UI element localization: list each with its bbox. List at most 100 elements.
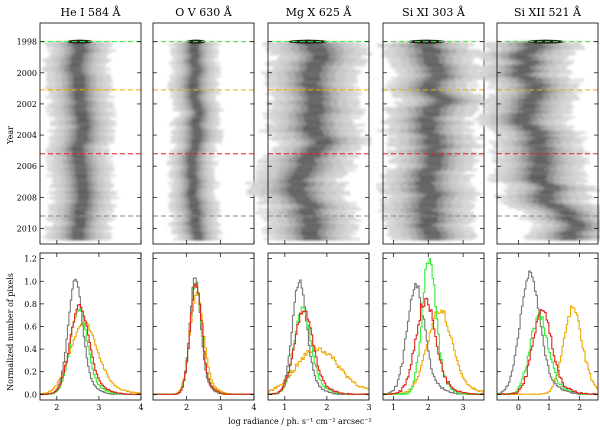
heatmap-cell — [301, 226, 320, 230]
heatmap-cell — [307, 99, 324, 103]
heatmap-cell — [188, 181, 199, 185]
heatmap-cell — [190, 228, 200, 231]
heatmap-cell — [303, 125, 321, 129]
heatmap-cell — [74, 207, 87, 211]
heatmap-cell — [528, 168, 545, 172]
heatmap-cell — [288, 193, 309, 196]
heatmap-cell — [189, 166, 198, 170]
heatmap-cell — [187, 170, 196, 173]
heatmap-cell — [526, 95, 544, 99]
heatmap-cell — [516, 116, 536, 119]
heatmap-cell — [311, 56, 328, 60]
heatmap-cell — [414, 45, 433, 48]
heatmap-cell — [190, 56, 200, 60]
heatmap-cell — [306, 122, 322, 125]
heatmap-cell — [532, 170, 550, 173]
heatmap-cell — [539, 183, 555, 187]
heatmap-cell — [301, 234, 317, 237]
heatmap-cell — [563, 235, 583, 239]
top-panel-frame — [382, 22, 485, 245]
heatmap — [375, 41, 494, 241]
heatmap-cell — [418, 54, 436, 58]
heatmap-cell — [302, 77, 321, 80]
heatmap-cell — [75, 129, 89, 132]
heatmap-cell — [423, 110, 441, 114]
heatmap-cell — [72, 237, 85, 241]
heatmap-cell — [188, 191, 197, 194]
x-tick-label: 3 — [366, 403, 371, 412]
heatmap-cell — [427, 94, 445, 97]
heatmap-cell — [188, 84, 198, 88]
x-tick-label: 3 — [461, 403, 466, 412]
heatmap-cell — [190, 92, 201, 95]
x-tick-label: 2 — [324, 403, 329, 412]
heatmap-cell — [415, 43, 435, 46]
heatmap-cell — [539, 198, 556, 202]
heatmap-cell — [73, 94, 86, 97]
heatmap-cell — [531, 151, 551, 155]
heatmap-cell — [77, 189, 89, 192]
heatmap-cell — [192, 219, 200, 222]
heatmap-cell — [524, 79, 544, 82]
heatmap — [166, 41, 224, 241]
heatmap-cell — [423, 230, 440, 233]
heatmap-cell — [190, 58, 198, 61]
heatmap-cell — [74, 90, 87, 93]
histograms — [383, 258, 484, 395]
heatmap-cell — [422, 60, 439, 63]
heatmap-cell — [533, 136, 551, 140]
heatmap-cell — [294, 200, 312, 203]
heatmap-cell — [73, 107, 87, 110]
heatmap-cell — [190, 94, 199, 97]
y-tick-label: 2000 — [17, 69, 37, 78]
heatmap-cell — [530, 131, 549, 134]
y-tick-label: 0.6 — [24, 323, 37, 332]
x-tick-label: 1 — [282, 403, 287, 412]
heatmap-cell — [73, 82, 85, 86]
heatmap-cell — [419, 88, 438, 91]
heatmap-cell — [194, 235, 202, 239]
heatmap-cell — [188, 164, 196, 168]
heatmap-cell — [74, 174, 88, 177]
heatmap-cell — [73, 105, 86, 108]
heatmap-cell — [75, 136, 89, 140]
heatmap-cell — [307, 108, 327, 112]
heatmap-cell — [421, 228, 437, 231]
heatmap-cell — [422, 90, 439, 93]
heatmap-cell — [513, 71, 533, 75]
heatmap-cell — [189, 122, 200, 125]
heatmap-cell — [419, 226, 437, 230]
x-tick-label: 3 — [96, 403, 101, 412]
heatmap-cell — [188, 60, 197, 63]
heatmap-cell — [189, 49, 198, 52]
heatmap-cell — [303, 112, 324, 116]
heatmap-cell — [74, 110, 88, 114]
heatmap-cell — [76, 101, 88, 104]
y-tick-label: 1998 — [17, 38, 37, 47]
heatmap-cell — [190, 90, 200, 93]
heatmap-cell — [72, 75, 85, 78]
heatmap-cell — [297, 202, 317, 205]
heatmap-cell — [190, 217, 200, 220]
heatmap-cell — [415, 181, 432, 185]
heatmap-cell — [544, 187, 561, 190]
heatmap-cell — [293, 174, 310, 177]
heatmap-cell — [418, 198, 438, 202]
heatmap-cell — [422, 123, 439, 127]
heatmap-cell — [302, 219, 322, 222]
heatmap-cell — [306, 62, 326, 65]
heatmap-cell — [424, 114, 441, 117]
heatmap-cell — [189, 79, 198, 82]
heatmap-cell — [187, 163, 198, 166]
heatmap-cell — [72, 144, 85, 147]
heatmap-cell — [422, 82, 437, 86]
heatmap-cell — [420, 86, 435, 89]
heatmap-cell — [192, 67, 202, 71]
heatmap-cell — [190, 179, 199, 183]
heatmap-cell — [531, 138, 548, 142]
heatmap-cell — [302, 127, 320, 131]
heatmap-cell — [73, 215, 85, 218]
heatmap-cell — [187, 193, 196, 196]
heatmap-cell — [70, 235, 85, 239]
heatmap-cell — [421, 150, 438, 153]
